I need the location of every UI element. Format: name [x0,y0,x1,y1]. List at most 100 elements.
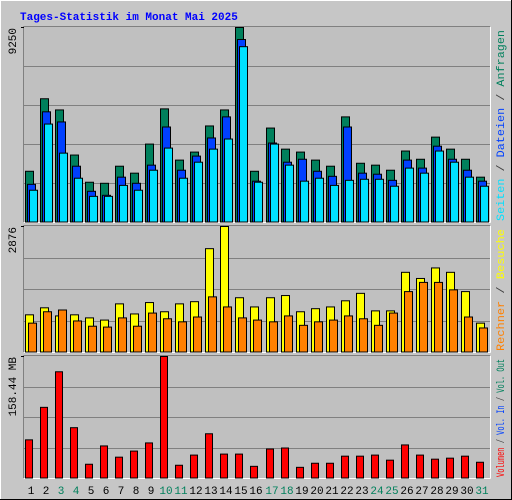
bar [190,454,198,479]
bar [149,169,158,223]
bar [239,46,248,223]
bar [416,454,424,479]
bar [434,281,443,353]
y-tick-label: 9250 [8,28,20,54]
x-tick-label: 23 [355,486,368,498]
bar [25,439,33,479]
legend-separator: / [496,279,508,301]
bar [88,325,97,353]
bar [464,316,473,353]
bar [130,450,138,479]
bar [40,406,48,479]
bar [73,320,82,353]
bar [193,316,202,353]
bar [59,152,68,223]
bar [44,123,53,223]
x-tick-label: 25 [385,486,398,498]
bar [314,321,323,353]
legend-entry: Vol. In [496,405,508,435]
bar [269,321,278,353]
bar [238,317,247,353]
bar [450,161,459,223]
bar [390,185,399,223]
bar [164,147,173,223]
bar [315,177,324,223]
bar [85,463,93,479]
bar [266,448,274,479]
bar [74,177,83,223]
bar [480,185,489,223]
bar [329,319,338,353]
x-tick-label: 3 [58,486,65,498]
bar [419,281,428,353]
x-tick-label: 21 [325,486,339,498]
x-tick-label: 17 [265,486,278,498]
legend-entry: Seiten [496,179,508,221]
bar [28,322,37,353]
x-tick-label: 6 [103,486,110,498]
chart-title: Tages-Statistik im Monat Mai 2025 [20,12,238,24]
x-tick-label: 20 [310,486,323,498]
x-tick-label: 1 [28,486,35,498]
y-tick-label: 2876 [8,227,20,253]
bar [119,184,128,223]
x-tick-label: 14 [219,486,233,498]
x-tick-label: 7 [118,486,125,498]
x-tick-label: 9 [148,486,155,498]
bar [435,150,444,223]
bar [148,312,157,353]
legend-separator: / [496,157,508,178]
bar [70,427,78,479]
legend-entry: Besuche [496,229,508,279]
bar [479,327,488,353]
x-tick-label: 22 [340,486,353,498]
bar [285,164,294,223]
x-tick-label: 11 [174,486,188,498]
bar [374,324,383,353]
bar [223,306,232,353]
legend-entry: Rechner [496,301,508,351]
bar [89,195,98,223]
bar [115,456,123,479]
bar [253,319,262,353]
bar [476,461,484,479]
bar [284,315,293,353]
x-tick-label: 13 [204,486,217,498]
bar [104,195,113,223]
bar [461,455,469,479]
bar [254,181,263,223]
bar [235,453,243,479]
x-tick-label: 2 [43,486,50,498]
bar [375,178,384,223]
bar [250,465,258,479]
bar [330,184,339,223]
bar [208,296,217,353]
bar [133,325,142,353]
legend: Volumen / Vol. In / Vol. Out [496,359,508,477]
y-tick-label: 158.44 MB [8,357,20,417]
bar [58,309,67,353]
bar [386,459,394,479]
bar [326,462,334,479]
bar [205,433,213,479]
bar [359,318,368,353]
x-tick-label: 28 [430,486,443,498]
bar [163,318,172,353]
bar [179,177,188,223]
bar [100,445,108,479]
bar [345,179,354,223]
bar [299,324,308,353]
bar [311,462,319,479]
bar [209,148,218,223]
x-tick-label: 26 [400,486,413,498]
bar [194,161,203,223]
bar [270,143,279,223]
bar [341,455,349,479]
legend-separator: / [496,435,508,448]
legend-entry: Volumen [496,448,508,478]
legend: Seiten / Dateien / Anfragen [496,30,508,221]
bar [404,291,413,353]
x-tick-label: 18 [280,486,293,498]
x-tick-label: 30 [460,486,473,498]
